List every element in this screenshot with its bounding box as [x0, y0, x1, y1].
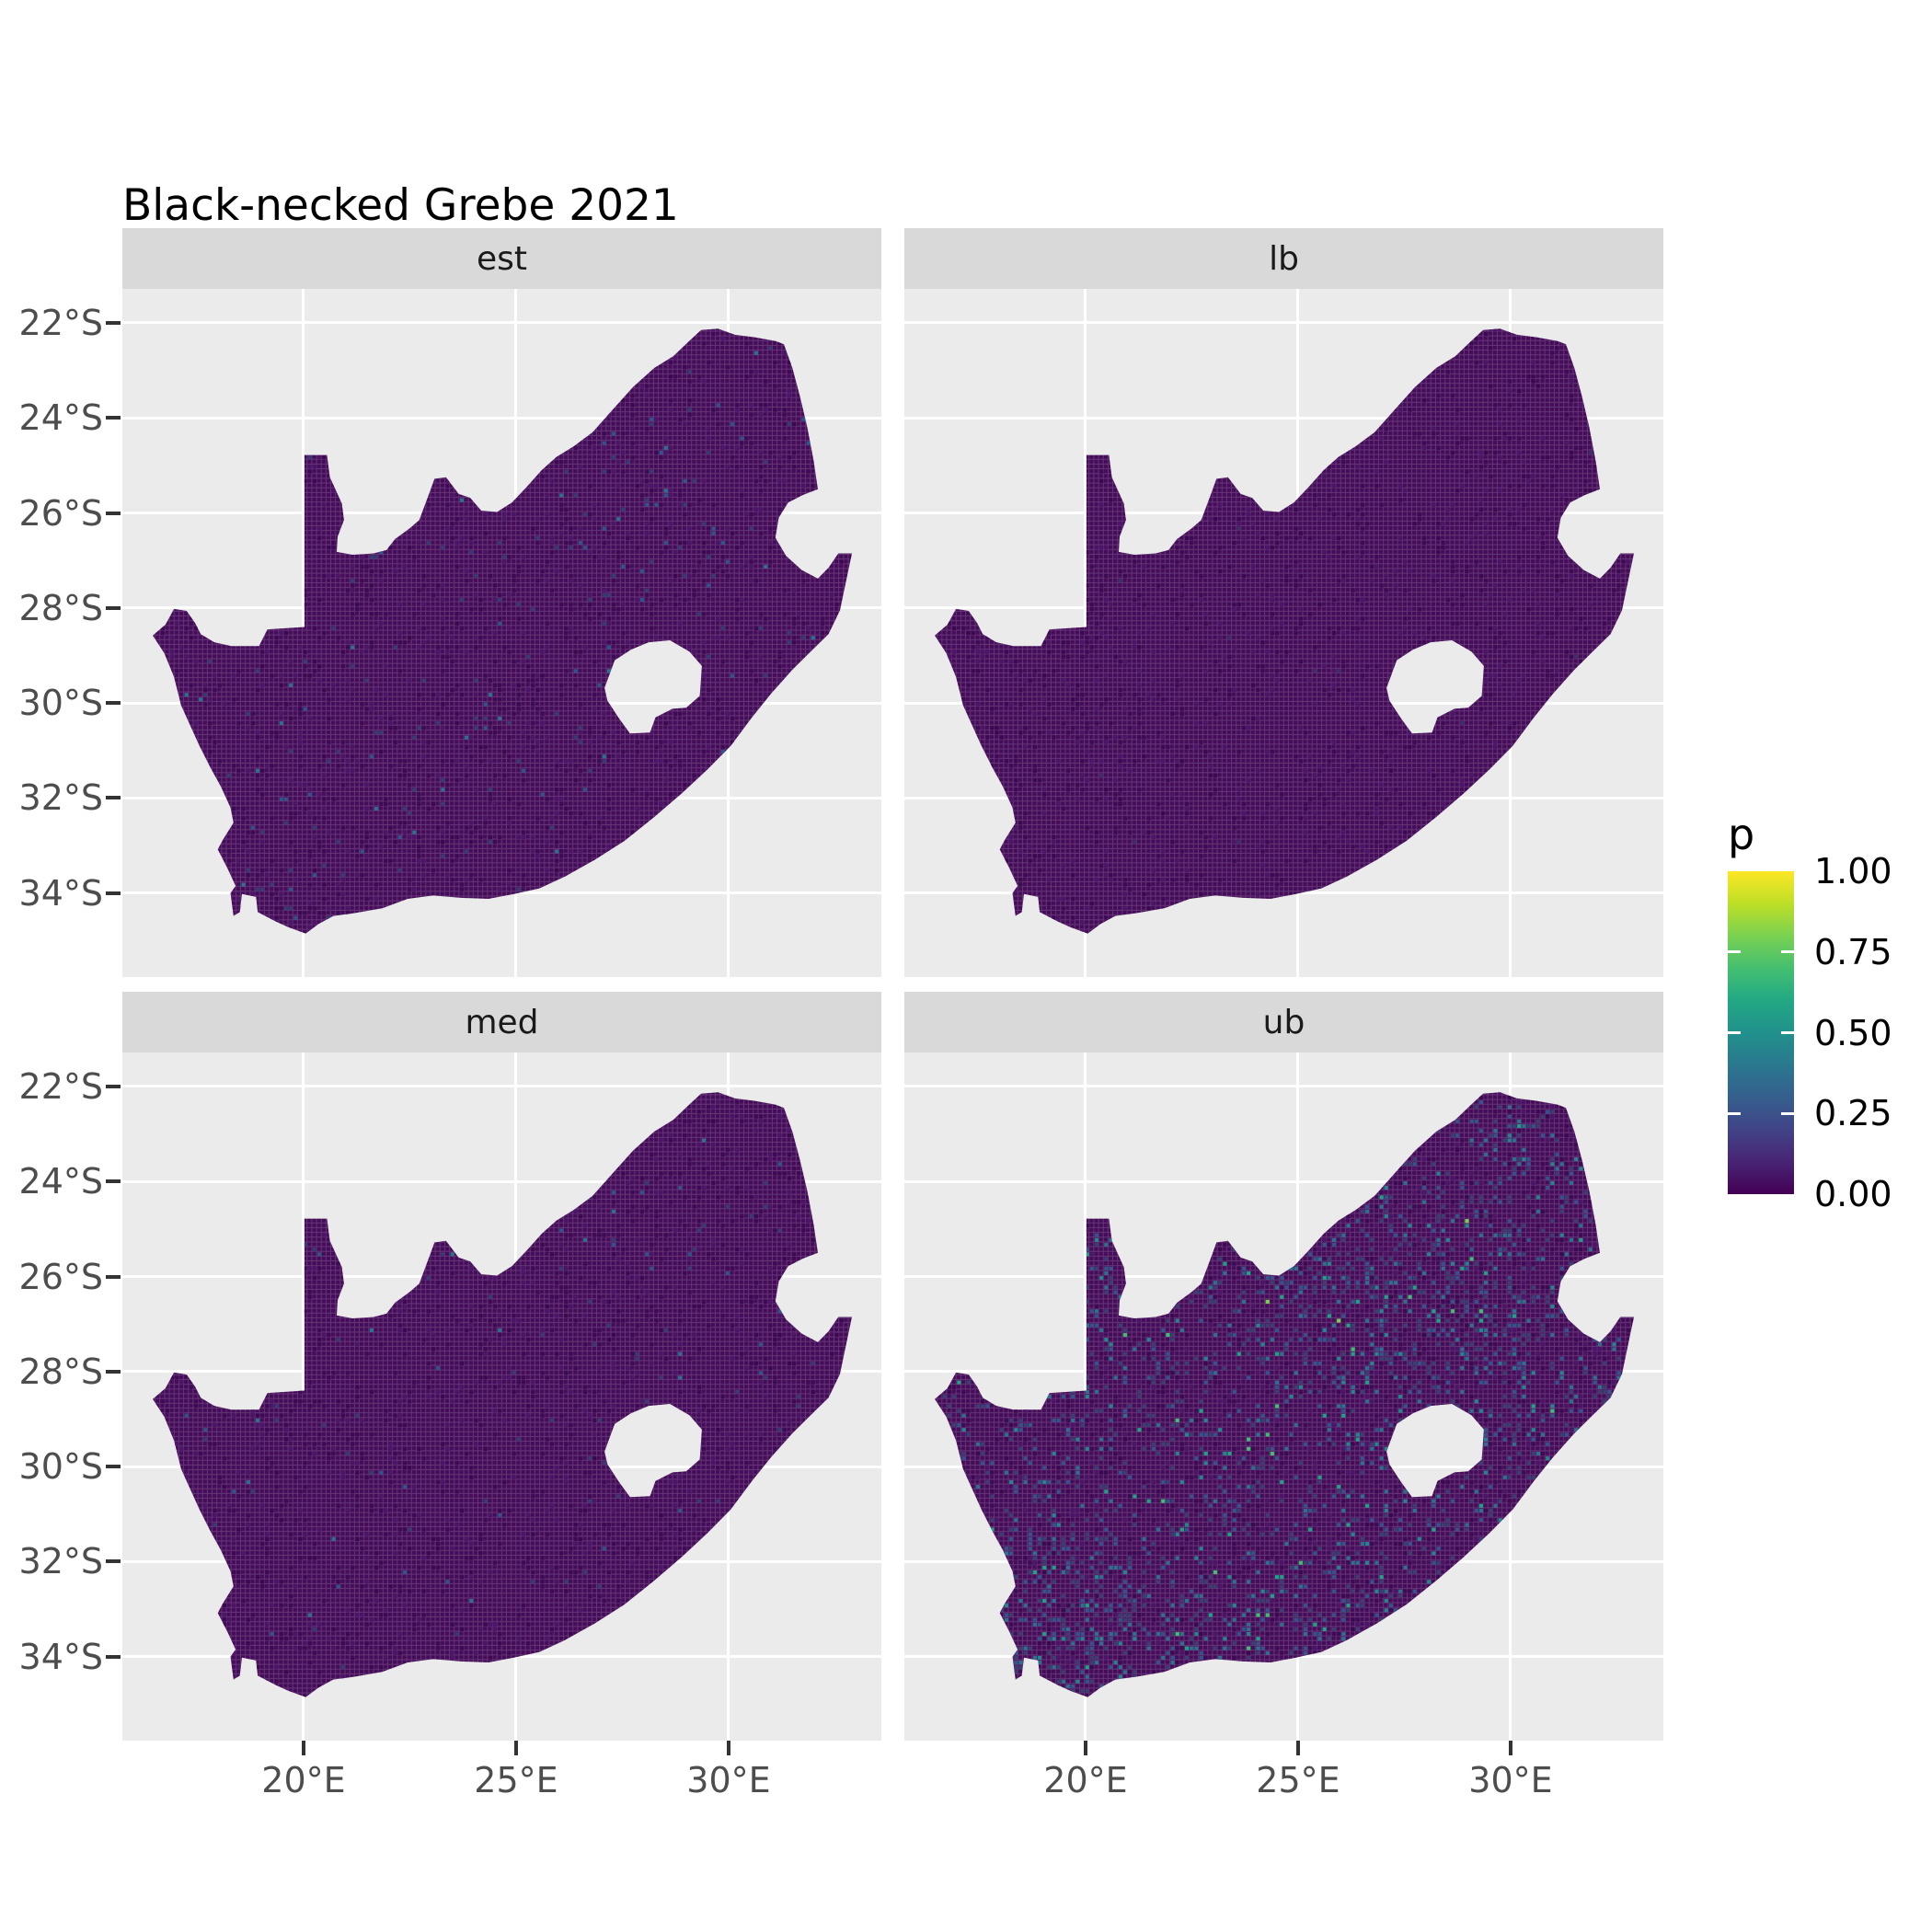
y-axis-tick: [106, 796, 121, 800]
legend-tick-label: 1.00: [1814, 851, 1892, 891]
y-axis-tick: [106, 1559, 121, 1564]
y-axis-tick: [106, 1654, 121, 1659]
y-axis-tick: [106, 1179, 121, 1184]
x-axis-tick: [513, 1741, 518, 1755]
x-axis-label: 20°E: [261, 1760, 346, 1800]
x-axis-tick: [1508, 1741, 1512, 1755]
y-gridline: [122, 416, 881, 420]
y-axis-label: 24°S: [18, 397, 103, 439]
x-axis-label: 25°E: [1256, 1760, 1340, 1800]
legend-bar-tick: [1728, 1031, 1741, 1034]
y-gridline: [904, 416, 1663, 420]
legend-tick-label: 0.25: [1814, 1093, 1892, 1134]
y-axis-label: 28°S: [18, 1351, 103, 1392]
country-raster: [153, 1092, 852, 1697]
y-gridline: [122, 1085, 881, 1088]
facet-strip-lb: lb: [904, 228, 1663, 289]
y-axis-label: 34°S: [18, 1636, 103, 1677]
legend-bar-tick: [1728, 950, 1741, 954]
y-axis-tick: [106, 1084, 121, 1088]
y-axis-label: 34°S: [18, 872, 103, 914]
y-axis-label: 28°S: [18, 587, 103, 628]
facet-strip-label: lb: [1269, 239, 1299, 278]
y-axis-label: 26°S: [18, 492, 103, 534]
map-est: [153, 328, 852, 934]
x-axis-label: 25°E: [474, 1760, 558, 1800]
y-gridline: [122, 1179, 881, 1183]
country-raster: [935, 328, 1634, 934]
y-gridline: [904, 1085, 1663, 1088]
y-axis-label: 30°S: [18, 1446, 103, 1488]
country-raster: [935, 1092, 1634, 1697]
facet-strip-label: ub: [1262, 1003, 1305, 1041]
x-axis-tick: [1083, 1741, 1087, 1755]
y-gridline: [904, 321, 1663, 325]
facet-strip-ub: ub: [904, 992, 1663, 1052]
legend-bar-tick: [1781, 950, 1794, 954]
legend-tick-label: 0.75: [1814, 931, 1892, 972]
map-lb: [935, 328, 1634, 934]
facet-panel-ub: [904, 1052, 1663, 1741]
y-axis-tick: [106, 416, 121, 420]
y-gridline: [122, 321, 881, 325]
legend-title: p: [1728, 810, 1755, 859]
legend-bar-tick: [1781, 1111, 1794, 1115]
x-axis-label: 30°E: [1468, 1760, 1553, 1800]
y-axis-label: 30°S: [18, 683, 103, 724]
x-axis-tick: [1295, 1741, 1300, 1755]
map-med: [153, 1092, 852, 1697]
x-axis-tick: [301, 1741, 305, 1755]
y-axis-tick: [106, 701, 121, 706]
facet-panel-med: [122, 1052, 881, 1741]
y-axis-tick: [106, 891, 121, 895]
country-raster: [153, 328, 852, 934]
y-axis-label: 26°S: [18, 1256, 103, 1297]
facet-panel-lb: [904, 289, 1663, 977]
x-axis-label: 30°E: [686, 1760, 771, 1800]
y-axis-label: 32°S: [18, 777, 103, 819]
y-axis-label: 24°S: [18, 1161, 103, 1202]
legend-tick-label: 0.50: [1814, 1012, 1892, 1053]
legend-bar-tick: [1781, 1031, 1794, 1034]
x-axis-tick: [726, 1741, 730, 1755]
y-axis-label: 32°S: [18, 1541, 103, 1582]
facet-panel-est: [122, 289, 881, 977]
legend-bar-tick: [1728, 1111, 1741, 1115]
y-axis-tick: [106, 320, 121, 325]
map-ub: [935, 1092, 1634, 1697]
plot-title: Black-necked Grebe 2021: [122, 180, 679, 231]
y-axis-tick: [106, 511, 121, 515]
facet-strip-label: med: [465, 1003, 539, 1041]
y-axis-label: 22°S: [18, 1065, 103, 1107]
y-axis-tick: [106, 1465, 121, 1469]
y-gridline: [904, 1179, 1663, 1183]
facet-strip-est: est: [122, 228, 881, 289]
y-axis-label: 22°S: [18, 302, 103, 343]
x-axis-label: 20°E: [1043, 1760, 1128, 1800]
facet-strip-med: med: [122, 992, 881, 1052]
y-axis-tick: [106, 605, 121, 610]
legend-tick-label: 0.00: [1814, 1174, 1892, 1214]
y-axis-tick: [106, 1274, 121, 1279]
y-axis-tick: [106, 1369, 121, 1374]
facet-strip-label: est: [476, 239, 528, 278]
